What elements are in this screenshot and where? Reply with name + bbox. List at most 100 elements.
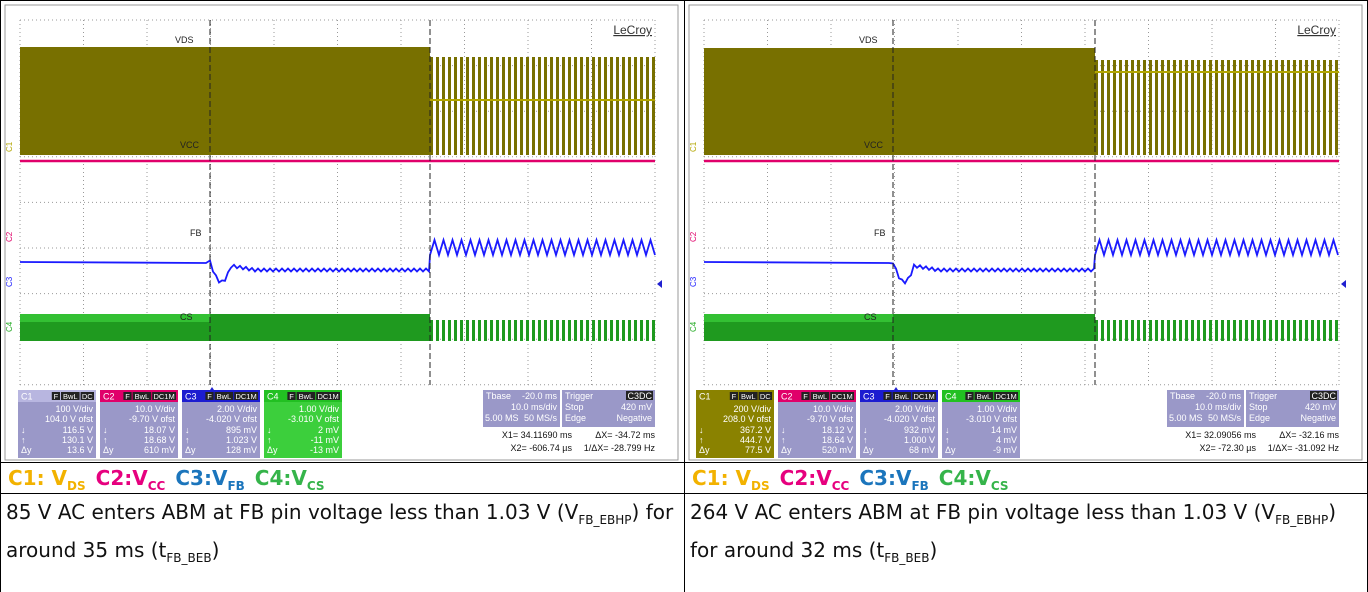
vds-burst bbox=[1269, 60, 1272, 155]
channel-flag: F bbox=[803, 392, 808, 401]
trace-label: VCC bbox=[180, 140, 200, 150]
channel-offset: 208.0 V ofst bbox=[723, 414, 772, 424]
cs-burst bbox=[562, 320, 565, 341]
caption: 85 V AC enters ABM at FB pin voltage les… bbox=[6, 497, 678, 573]
vds-burst bbox=[616, 57, 619, 155]
vds-burst bbox=[1305, 60, 1308, 155]
cs-burst bbox=[1215, 320, 1218, 341]
cs-burst bbox=[448, 320, 451, 341]
table-border bbox=[684, 0, 685, 592]
channel-name: C3 bbox=[185, 392, 197, 402]
vds-burst bbox=[1257, 60, 1260, 155]
vds-burst bbox=[490, 57, 493, 155]
row-label: ↑ bbox=[781, 435, 786, 445]
vds-burst bbox=[466, 57, 469, 155]
trigger-mode: Stop bbox=[1249, 402, 1268, 412]
row-label: Δy bbox=[699, 445, 710, 455]
caption-sub: FB_EBHP bbox=[578, 513, 632, 527]
cs-burst bbox=[1263, 320, 1266, 341]
row-value: 116.5 V bbox=[63, 425, 93, 435]
vds-burst bbox=[448, 57, 451, 155]
cs-burst bbox=[490, 320, 493, 341]
vds-burst bbox=[1119, 60, 1122, 155]
vds-burst bbox=[1329, 60, 1332, 155]
row-value: 1.000 V bbox=[904, 435, 935, 445]
legend-item: C4:VCS bbox=[939, 466, 1009, 493]
row-label: ↓ bbox=[781, 425, 786, 435]
channel-scale: 1.00 V/div bbox=[977, 404, 1018, 414]
legend-text: C3:V bbox=[859, 466, 912, 490]
channel-flag: F bbox=[967, 392, 972, 401]
vds-burst bbox=[634, 57, 637, 155]
flag-box bbox=[965, 392, 974, 400]
cs-burst bbox=[1269, 320, 1272, 341]
vds-burst bbox=[1323, 60, 1326, 155]
cs-burst bbox=[1293, 320, 1296, 341]
vds-burst bbox=[1239, 60, 1242, 155]
row-value: -11 mV bbox=[311, 435, 339, 445]
cursor-readout: X1= 34.11690 ms bbox=[502, 430, 573, 440]
flag-box bbox=[994, 392, 1018, 400]
channel-marker: C1 bbox=[5, 141, 14, 152]
row-label: ↑ bbox=[863, 435, 868, 445]
channel-name: C2 bbox=[103, 392, 115, 402]
vds-burst bbox=[580, 57, 583, 155]
channel-marker: C4 bbox=[5, 321, 14, 332]
caption-sub: FB_EBHP bbox=[1275, 513, 1329, 527]
channel-offset: -9.70 V ofst bbox=[129, 414, 176, 424]
cs-burst bbox=[652, 320, 655, 341]
legend-item: C3:VFB bbox=[175, 466, 244, 493]
vds-burst bbox=[1263, 60, 1266, 155]
row-label: Δy bbox=[21, 445, 32, 455]
row-value: 18.64 V bbox=[822, 435, 853, 445]
scope-screen: VDS VCC FB CS C1 C2 C3 C4 LeCroy C1 DC BwL F 200 V/di… bbox=[688, 4, 1363, 461]
vds-burst bbox=[1131, 60, 1134, 155]
cs-burst bbox=[1257, 320, 1260, 341]
channel-flag: F bbox=[125, 392, 130, 401]
channel-scale: 10.0 V/div bbox=[135, 404, 176, 414]
cs-burst bbox=[1173, 320, 1176, 341]
vds-burst bbox=[544, 57, 547, 155]
vds-burst bbox=[1101, 60, 1104, 155]
vds-burst bbox=[1113, 60, 1116, 155]
cs-burst bbox=[466, 320, 469, 341]
vds-burst bbox=[460, 57, 463, 155]
vds-burst bbox=[520, 57, 523, 155]
cursor-readout: ΔX= -34.72 ms bbox=[595, 430, 655, 440]
row-label: ↓ bbox=[185, 425, 190, 435]
row-value: 610 mV bbox=[144, 445, 175, 455]
vds-burst bbox=[1203, 60, 1206, 155]
timebase-rate: 50 MS/s bbox=[524, 413, 558, 423]
caption-text: ) bbox=[211, 538, 220, 562]
level-marker bbox=[1341, 280, 1346, 288]
cs-burst bbox=[1317, 320, 1320, 341]
level-marker bbox=[657, 280, 662, 288]
cs-burst bbox=[616, 320, 619, 341]
cs-burst bbox=[436, 320, 439, 341]
vds-burst bbox=[478, 57, 481, 155]
flag-box bbox=[132, 392, 152, 400]
vds-burst bbox=[430, 57, 433, 155]
channel-flag: DC1M bbox=[235, 392, 256, 401]
flag-box bbox=[739, 392, 758, 400]
cs-burst bbox=[1323, 320, 1326, 341]
cs-burst bbox=[544, 320, 547, 341]
row-label: ↓ bbox=[945, 425, 950, 435]
cursor-readout: X2= -606.74 µs bbox=[511, 443, 573, 453]
row-label: Δy bbox=[185, 445, 196, 455]
cs-burst bbox=[496, 320, 499, 341]
cs-burst bbox=[1149, 320, 1152, 341]
legend-sub: FB bbox=[911, 479, 929, 493]
cs-burst bbox=[526, 320, 529, 341]
channel-flag: F bbox=[289, 392, 294, 401]
channel-offset: -9.70 V ofst bbox=[807, 414, 854, 424]
cs-burst bbox=[1287, 320, 1290, 341]
legend-item: C2:VCC bbox=[96, 466, 166, 493]
channel-flag: BwL bbox=[299, 392, 314, 401]
vds-burst bbox=[532, 57, 535, 155]
cs-burst bbox=[1197, 320, 1200, 341]
timebase-samples: 5.00 MS bbox=[1169, 413, 1203, 423]
cs-burst bbox=[628, 320, 631, 341]
timebase-div: 10.0 ms/div bbox=[1195, 402, 1242, 412]
cs-burst bbox=[580, 320, 583, 341]
